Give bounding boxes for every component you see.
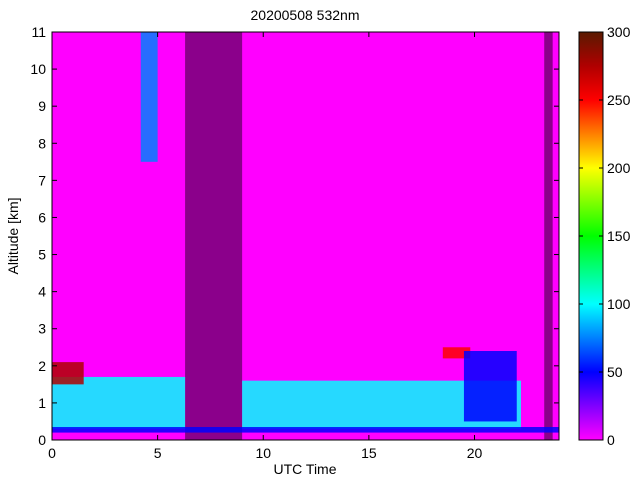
- y-tick-label: 10: [30, 61, 46, 77]
- colorbar-tick-label: 200: [607, 160, 631, 176]
- y-tick-label: 3: [38, 321, 46, 337]
- x-tick-label: 10: [255, 445, 271, 461]
- y-tick-label: 4: [38, 284, 46, 300]
- y-tick-label: 9: [38, 98, 46, 114]
- y-tick-label: 2: [38, 358, 46, 374]
- colorbar-tick-label: 100: [607, 296, 631, 312]
- x-tick-label: 15: [361, 445, 377, 461]
- plot-area: [52, 32, 559, 440]
- feature-cloud-top: [442, 347, 471, 359]
- colorbar-tick-label: 250: [607, 92, 631, 108]
- x-axis-label: UTC Time: [274, 461, 337, 477]
- data-gap: [544, 32, 553, 440]
- y-tick-label: 5: [38, 247, 46, 263]
- y-tick-label: 0: [38, 432, 46, 448]
- y-tick-label: 11: [31, 24, 46, 40]
- feature-aerosol-layer: [463, 350, 517, 422]
- feature-near-surface-layer: [52, 427, 559, 433]
- x-tick-label: 20: [467, 445, 483, 461]
- x-tick-label: 0: [48, 445, 56, 461]
- x-tick-label: 5: [154, 445, 162, 461]
- colorbar-tick-label: 50: [607, 364, 623, 380]
- feature-boundary-layer: [52, 376, 186, 429]
- feature-cloud-top: [52, 362, 84, 385]
- chart-title: 20200508 532nm: [251, 7, 360, 23]
- colorbar-tick-label: 0: [607, 432, 615, 448]
- y-axis-label: Altitude [km]: [5, 197, 21, 274]
- y-tick-label: 6: [38, 209, 46, 225]
- colorbar-tick-label: 150: [607, 228, 631, 244]
- y-tick-label: 7: [38, 172, 46, 188]
- colorbar-tick-label: 300: [607, 24, 631, 40]
- feature-high-cloud: [140, 32, 158, 162]
- plot-frame: [51, 31, 560, 441]
- data-gap: [185, 32, 243, 440]
- y-tick-label: 1: [38, 395, 46, 411]
- y-tick-label: 8: [38, 135, 46, 151]
